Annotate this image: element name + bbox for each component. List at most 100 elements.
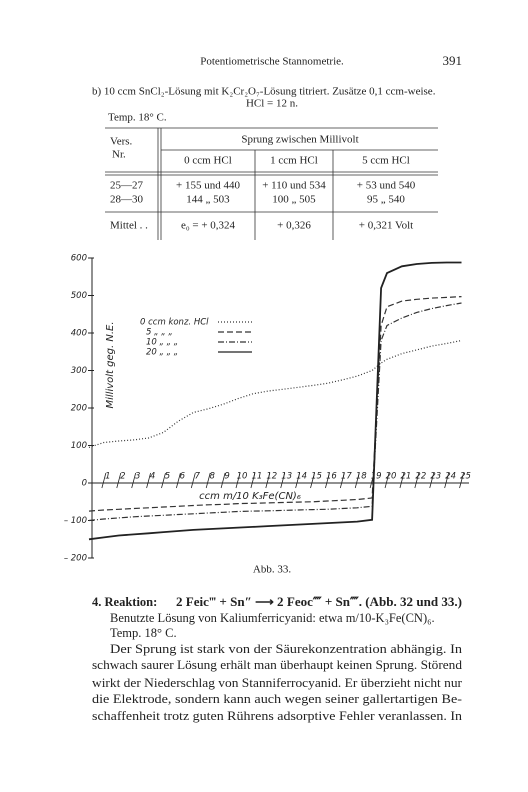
x-tick xyxy=(384,472,390,489)
y-tick-label: 400 xyxy=(71,329,87,339)
x-tick-label: 9 xyxy=(224,472,229,482)
table-cell: 28—30 xyxy=(110,194,144,206)
body-line: Benutzte Lösung von Kaliumferricyanid: e… xyxy=(110,611,435,625)
body-line: schaffenheit trotz guten Rührens adsorpt… xyxy=(92,709,463,723)
y-tick-label: 0 xyxy=(82,479,87,489)
x-tick xyxy=(131,472,137,489)
table-cell: + 0,321 Volt xyxy=(359,220,413,232)
x-tick-label: 6 xyxy=(180,472,186,482)
x-tick xyxy=(220,472,226,489)
x-tick xyxy=(414,472,420,489)
table-cell: e₀ = + 0,324 xyxy=(181,220,236,232)
x-tick-label: 21 xyxy=(401,472,412,482)
x-tick xyxy=(339,472,345,489)
legend-label: 5 „ „ „ xyxy=(146,328,173,338)
x-tick xyxy=(399,472,405,489)
x-tick-label: 12 xyxy=(266,472,277,482)
x-tick-label: 1 xyxy=(105,472,110,482)
x-tick xyxy=(116,472,122,489)
x-tick-label: 22 xyxy=(415,472,426,482)
y-axis-label: Millivolt geg. N.E. xyxy=(105,321,116,408)
x-tick-label: 14 xyxy=(296,472,307,482)
x-tick-label: 17 xyxy=(341,472,352,482)
x-tick-label: 8 xyxy=(209,472,215,482)
x-tick-label: 5 xyxy=(165,472,170,482)
x-tick xyxy=(310,472,315,489)
x-tick-label: 10 xyxy=(237,472,248,482)
intro-acid: HCl = 12 n. xyxy=(246,98,298,110)
x-tick xyxy=(459,472,464,489)
x-tick xyxy=(161,472,166,489)
x-tick-label: 3 xyxy=(135,472,140,482)
body-line: Temp. 18° C. xyxy=(110,626,177,640)
table-header: Vers. xyxy=(110,136,133,148)
y-tick-label: – 200 xyxy=(64,554,87,564)
table-subheader: 5 ccm HCl xyxy=(362,155,410,167)
table: Vers. Nr. Sprung zwischen Millivolt 0 cc… xyxy=(105,127,438,240)
intro-temp: Temp. 18° C. xyxy=(108,112,167,124)
x-tick xyxy=(295,472,301,489)
series-line xyxy=(88,302,462,522)
x-tick-label: 7 xyxy=(195,472,201,482)
x-tick xyxy=(280,472,286,489)
y-tick-label: 500 xyxy=(71,291,87,301)
legend-label: 0 ccm konz. HCl xyxy=(140,318,209,328)
body-line: die Elektrode, sondern kann auch wegen s… xyxy=(92,692,462,706)
x-tick-label: 19 xyxy=(371,472,382,482)
x-tick xyxy=(444,472,450,489)
legend-label: 20 „ „ „ xyxy=(146,348,178,358)
table-cell: 25—27 xyxy=(110,180,144,192)
page-number: 391 xyxy=(443,53,463,68)
y-tick-label: 600 xyxy=(71,254,87,264)
x-tick-label: 11 xyxy=(251,472,262,482)
reaction: 2 Feic‴ + Sn″ ⟶ 2 Feoc⁗ + Sn⁗. (Abb. 32 … xyxy=(176,595,462,609)
table-header: Nr. xyxy=(112,149,126,161)
table-subheader: 0 ccm HCl xyxy=(184,155,232,167)
body-line: wirkt der Niederschlag von Stanniferrocy… xyxy=(92,676,463,690)
body-line: Der Sprung ist stark von der Säurekonzen… xyxy=(110,642,463,656)
x-tick xyxy=(101,472,107,489)
x-tick-label: 18 xyxy=(356,472,367,482)
series-line xyxy=(88,261,462,541)
x-tick xyxy=(429,472,435,489)
table-cell: + 53 und 540 xyxy=(357,180,416,192)
y-tick-label: 100 xyxy=(71,441,87,451)
table-cell: 144 „ 503 xyxy=(186,194,230,206)
series-line xyxy=(88,339,462,448)
x-tick xyxy=(190,472,196,489)
table-cell: 95 „ 540 xyxy=(367,194,405,206)
x-tick xyxy=(146,472,151,489)
y-tick-label: – 100 xyxy=(64,516,87,526)
table-cell: + 0,326 xyxy=(277,220,311,232)
x-tick-label: 15 xyxy=(311,472,322,482)
x-tick xyxy=(235,472,241,489)
x-tick-label: 2 xyxy=(120,472,125,482)
y-tick-label: 200 xyxy=(71,404,87,414)
table-cell: + 110 und 534 xyxy=(262,180,326,192)
x-tick-label: 4 xyxy=(150,472,155,482)
reaction-label: 4. Reaktion: xyxy=(92,595,157,609)
body-line: schwach saurer Lösung erhält man überhau… xyxy=(92,658,463,672)
table-cell: Mittel . . xyxy=(110,220,148,232)
series-line xyxy=(88,296,462,512)
x-tick-label: 24 xyxy=(445,472,456,482)
table-cell: + 155 und 440 xyxy=(176,180,240,192)
x-tick xyxy=(325,472,330,489)
intro-line: b) 10 ccm SnCl₂-Lösung mit K₂Cr₂O₇-Lösun… xyxy=(92,86,436,98)
x-tick xyxy=(265,472,271,489)
x-tick xyxy=(176,472,181,489)
table-group-header: Sprung zwischen Millivolt xyxy=(241,134,358,146)
y-tick-label: 300 xyxy=(71,366,87,376)
x-tick xyxy=(250,472,256,489)
legend-label: 10 „ „ „ xyxy=(146,338,178,348)
x-axis-label: ccm m/10 K₃Fe(CN)₆ xyxy=(199,491,301,502)
x-tick-label: 20 xyxy=(386,472,397,482)
x-tick xyxy=(354,472,360,489)
table-subheader: 1 ccm HCl xyxy=(270,155,318,167)
x-tick-label: 25 xyxy=(460,472,471,482)
table-cell: 100 „ 505 xyxy=(272,194,316,206)
caption: Abb. 33. xyxy=(253,564,291,576)
running-head: Potentiometrische Stannometrie. xyxy=(200,56,344,68)
